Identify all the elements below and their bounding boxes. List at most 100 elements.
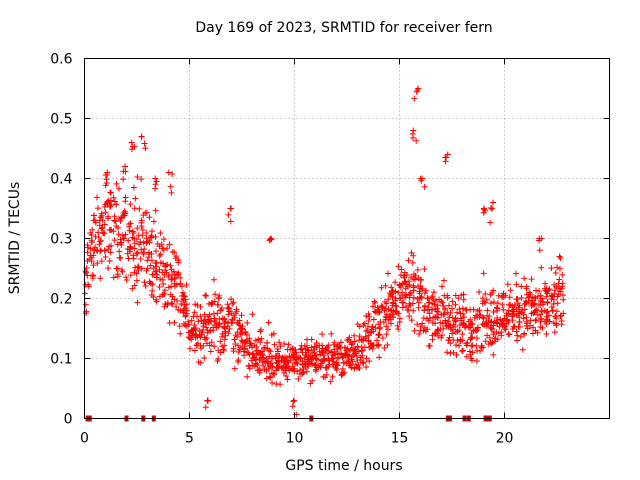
data-point <box>246 335 253 342</box>
data-point <box>339 354 346 361</box>
data-point <box>138 176 145 183</box>
data-point <box>449 305 456 312</box>
data-point <box>97 275 104 282</box>
data-point <box>395 263 402 270</box>
data-point <box>393 303 400 310</box>
data-point <box>392 288 399 295</box>
data-point <box>241 352 248 359</box>
data-point <box>108 201 115 208</box>
data-point <box>266 347 273 354</box>
data-point <box>366 358 373 365</box>
data-point <box>197 313 204 320</box>
data-point <box>402 293 409 300</box>
y-tick-label: 0.3 <box>50 232 72 248</box>
data-point <box>106 204 113 211</box>
data-point <box>143 230 150 237</box>
data-point <box>536 288 543 295</box>
data-point <box>355 362 362 369</box>
data-point <box>414 321 421 328</box>
data-point <box>171 283 178 290</box>
data-point <box>365 318 372 325</box>
data-point <box>411 95 418 102</box>
data-point <box>120 176 127 183</box>
data-point <box>211 298 218 305</box>
data-point <box>309 354 316 361</box>
data-point <box>204 313 211 320</box>
data-point <box>477 312 484 319</box>
data-point <box>156 266 163 273</box>
data-point <box>91 212 98 219</box>
data-point <box>216 321 223 328</box>
data-point <box>377 324 384 331</box>
data-point <box>309 377 316 384</box>
data-point <box>263 367 270 374</box>
data-point <box>454 309 461 316</box>
data-point <box>122 194 129 201</box>
data-point <box>231 336 238 343</box>
data-point <box>175 271 182 278</box>
data-point <box>326 357 333 364</box>
data-point <box>176 323 183 330</box>
data-point <box>417 323 424 330</box>
data-point <box>378 284 385 291</box>
data-point <box>418 293 425 300</box>
data-point <box>98 225 105 232</box>
data-point <box>470 306 477 313</box>
data-point <box>348 364 355 371</box>
data-point <box>369 323 376 330</box>
data-point <box>234 333 241 340</box>
data-point <box>105 265 112 272</box>
data-point <box>415 283 422 290</box>
data-point <box>482 290 489 297</box>
data-point <box>523 285 530 292</box>
data-point <box>232 310 239 317</box>
data-point <box>191 321 198 328</box>
data-point <box>106 257 113 264</box>
data-point <box>449 298 456 305</box>
data-point <box>315 356 322 363</box>
data-point <box>85 283 92 290</box>
data-point <box>351 332 358 339</box>
data-point <box>385 296 392 303</box>
data-point <box>290 398 297 405</box>
data-point <box>225 304 232 311</box>
data-point <box>153 263 160 270</box>
data-point <box>108 242 115 249</box>
data-point <box>382 282 389 289</box>
data-point <box>512 270 519 277</box>
data-point <box>469 321 476 328</box>
data-point <box>162 267 169 274</box>
data-point <box>139 226 146 233</box>
data-point <box>275 358 282 365</box>
data-point <box>494 315 501 322</box>
data-point <box>447 350 454 357</box>
data-point <box>439 320 446 327</box>
data-point <box>539 295 546 302</box>
data-point <box>331 351 338 358</box>
data-point <box>262 359 269 366</box>
data-point <box>142 145 149 152</box>
data-point <box>461 314 468 321</box>
data-point <box>283 354 290 361</box>
data-point <box>301 354 308 361</box>
data-point <box>556 265 563 272</box>
data-point <box>161 291 168 298</box>
data-point <box>394 322 401 329</box>
data-point <box>480 270 487 277</box>
data-point <box>152 175 159 182</box>
data-point <box>150 218 157 225</box>
data-point <box>173 303 180 310</box>
data-point <box>384 326 391 333</box>
data-point <box>195 358 202 365</box>
data-point <box>506 331 513 338</box>
data-point <box>203 335 210 342</box>
data-point <box>237 344 244 351</box>
data-point <box>214 357 221 364</box>
data-point <box>459 305 466 312</box>
x-tick-label: 15 <box>391 431 409 447</box>
data-point <box>269 379 276 386</box>
data-point <box>264 339 271 346</box>
data-point <box>257 328 264 335</box>
data-point <box>460 310 467 317</box>
data-point <box>222 318 229 325</box>
